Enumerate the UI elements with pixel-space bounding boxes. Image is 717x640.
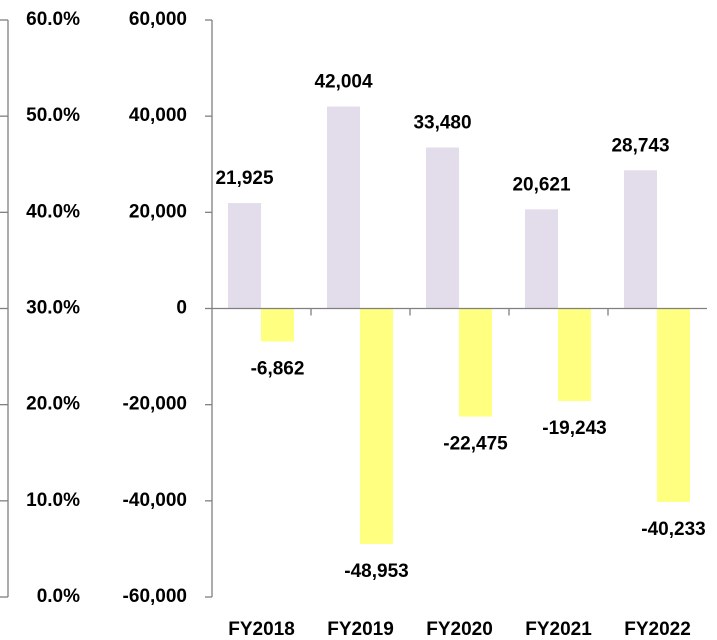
y2-tick-label: 50.0% <box>26 105 80 126</box>
bar <box>360 308 393 544</box>
y-tick-label: 60,000 <box>129 9 187 30</box>
bar <box>624 170 657 309</box>
value-label: -22,475 <box>443 434 508 455</box>
bar <box>426 147 459 309</box>
y-tick-label: -40,000 <box>123 490 187 511</box>
value-label: -6,862 <box>251 359 305 380</box>
y-tick-label: 0 <box>176 298 187 319</box>
bar <box>657 308 690 502</box>
value-label: -48,953 <box>344 561 408 582</box>
x-tick-label: FY2021 <box>525 619 592 640</box>
y2-tick-label: 0.0% <box>37 586 80 607</box>
y2-tick-label: 40.0% <box>26 201 80 222</box>
y-tick-label: 20,000 <box>129 201 187 222</box>
value-label: -19,243 <box>542 418 606 439</box>
bar <box>558 308 591 402</box>
value-label: -40,233 <box>641 519 705 540</box>
x-tick-label: FY2018 <box>228 619 295 640</box>
y-tick-label: 40,000 <box>129 105 187 126</box>
x-tick-label: FY2019 <box>327 619 394 640</box>
bar <box>525 209 558 309</box>
value-label: 42,004 <box>314 72 373 93</box>
value-label: 20,621 <box>512 174 571 195</box>
x-tick-label: FY2022 <box>624 619 691 640</box>
y-tick-label: -20,000 <box>123 394 187 415</box>
bar <box>228 203 261 309</box>
y2-tick-label: 60.0% <box>26 9 80 30</box>
value-label: 28,743 <box>611 135 669 156</box>
y2-tick-label: 10.0% <box>26 490 80 511</box>
y2-tick-label: 20.0% <box>26 394 80 415</box>
y-tick-label: -60,000 <box>123 586 187 607</box>
x-tick-label: FY2020 <box>426 619 493 640</box>
bar <box>261 308 294 342</box>
value-label: 21,925 <box>215 168 274 189</box>
bar <box>459 308 492 417</box>
value-label: 33,480 <box>413 113 471 134</box>
bar <box>327 106 360 309</box>
y2-tick-label: 30.0% <box>26 298 80 319</box>
